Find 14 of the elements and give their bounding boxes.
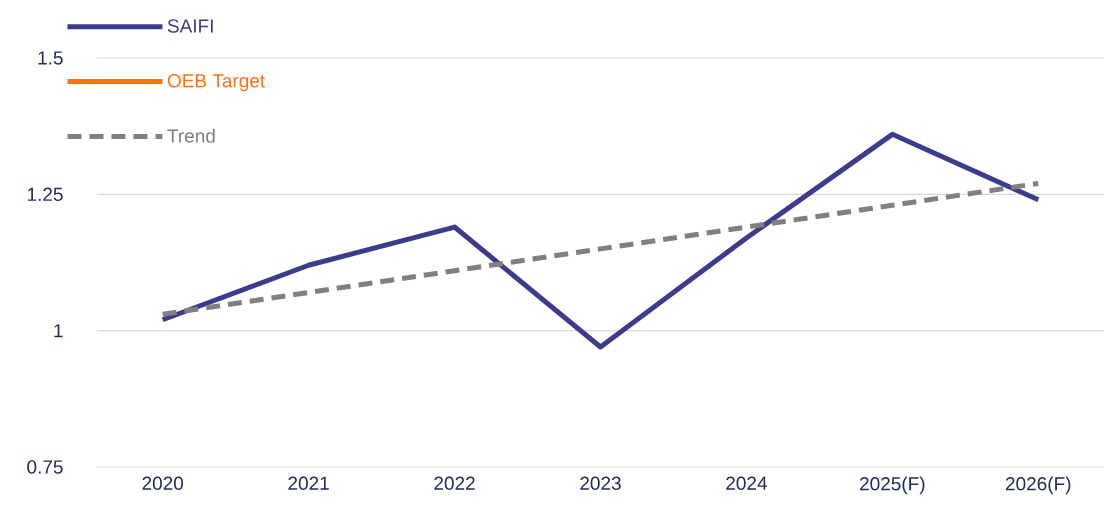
x-tick-label: 2026(F) [1005,476,1071,495]
x-tick-label: 2025(F) [860,476,925,495]
x-tick-label: 2020 [142,476,184,490]
legend-label: OEB Target [167,74,266,92]
y-tick-label: 0.75 [27,460,63,474]
text: Trend [167,128,215,143]
y-tick-label: 1 [54,324,63,338]
y-tick-label: 1.5 [38,51,63,65]
x-tick-label: 2022 [434,476,475,490]
text: SAIFI [167,19,213,33]
x-tick-label: 2024 [726,476,767,490]
x-tick-label: 2021 [288,476,329,490]
x-tick-label: 2023 [580,476,621,490]
y-tick-label: 1.25 [27,187,63,202]
